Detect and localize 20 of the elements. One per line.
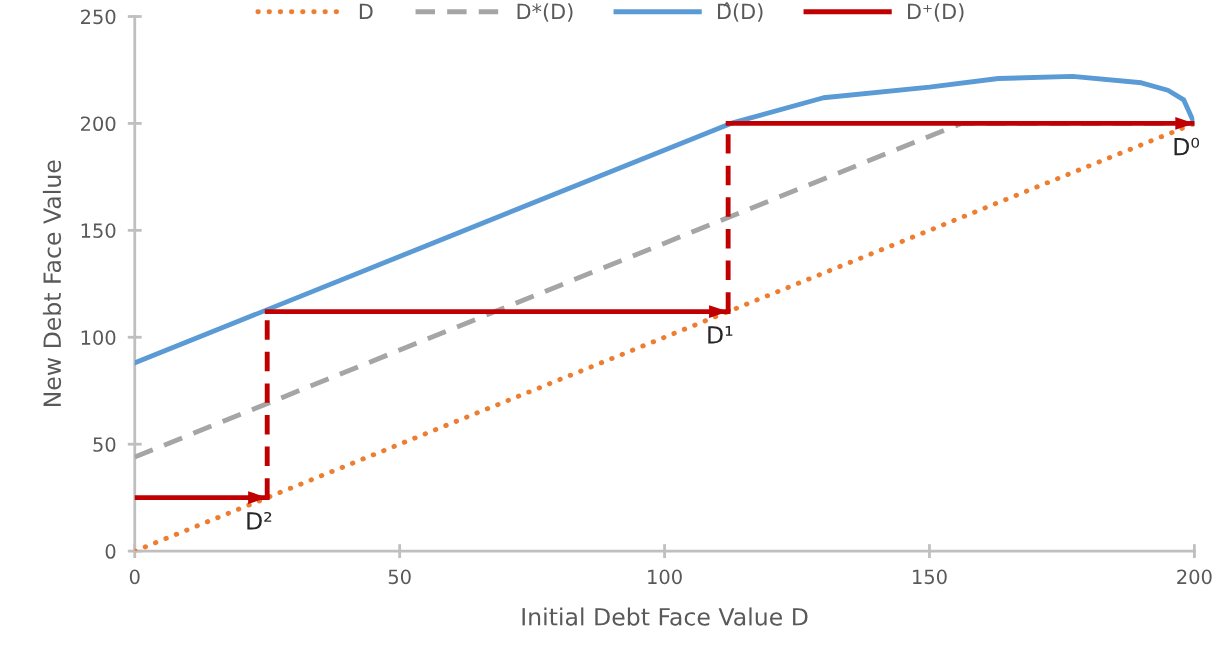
y-tick-label: 100 (81, 330, 116, 345)
x-tick-label: 100 (648, 569, 682, 585)
y-tick-label: 250 (81, 9, 116, 25)
legend-label: D̂(D) (718, 2, 763, 22)
y-tick-label: 150 (81, 223, 116, 238)
y-axis-title: New Debt Face Value (42, 160, 62, 407)
annotation: D⁰ (1174, 137, 1200, 156)
x-axis-title: Initial Debt Face Value D (522, 607, 808, 626)
x-tick-label: 50 (388, 569, 411, 585)
x-tick-label: 0 (129, 569, 140, 585)
x-tick-label: 150 (913, 569, 947, 585)
x-tick-label: 200 (1177, 569, 1212, 585)
y-tick-label: 50 (93, 437, 116, 452)
annotation: D¹ (708, 326, 733, 344)
y-tick-label: 0 (105, 544, 116, 559)
legend-label: D⁺(D) (908, 3, 964, 22)
y-tick-label: 200 (81, 116, 116, 132)
annotation: D² (247, 511, 272, 530)
legend-label: D (359, 3, 373, 19)
legend-label: D*(D) (517, 3, 573, 22)
